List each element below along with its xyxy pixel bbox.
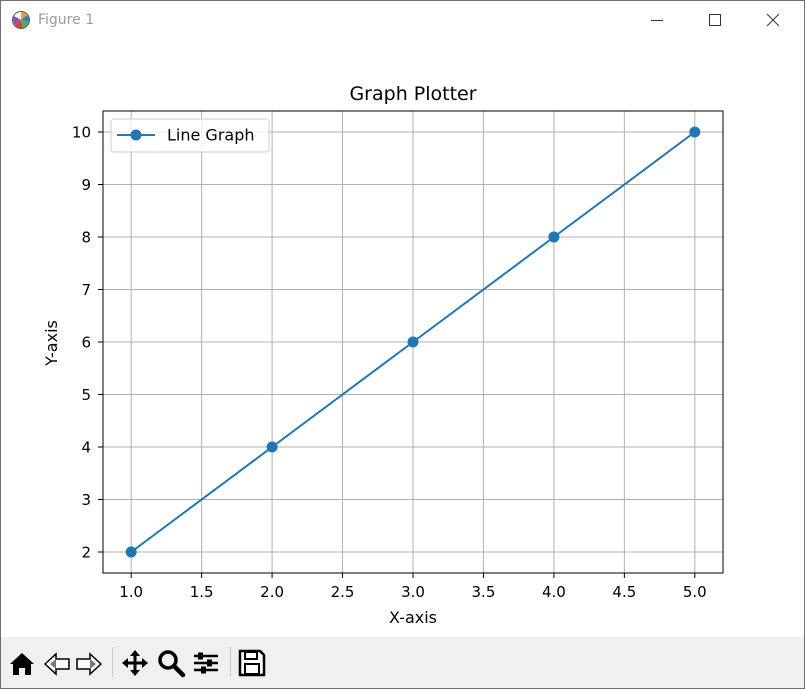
window-title: Figure 1	[38, 12, 95, 28]
legend-marker	[130, 129, 142, 141]
matplotlib-icon	[12, 11, 30, 29]
x-tick-label: 5.0	[683, 583, 707, 601]
pan-icon	[122, 650, 148, 676]
legend-label: Line Graph	[167, 126, 255, 145]
x-tick-label: 3.5	[472, 583, 496, 601]
zoom-button[interactable]	[156, 648, 186, 678]
y-tick-label: 9	[81, 176, 91, 194]
close-button[interactable]	[744, 1, 802, 39]
line-chart: Graph Plotter 1.0 1.5 2.0 2.5 3.0 3.5 4.0 4.5 5.…	[42, 83, 724, 627]
y-tick-label: 8	[81, 229, 91, 247]
save-button[interactable]	[237, 648, 267, 678]
x-tick-label: 4.5	[612, 583, 636, 601]
home-icon	[10, 653, 34, 675]
forward-arrow-icon	[76, 652, 103, 676]
close-icon	[766, 13, 780, 27]
zoom-icon	[158, 650, 186, 678]
back-button[interactable]	[42, 648, 72, 678]
chart-title: Graph Plotter	[349, 83, 476, 105]
tick-labels: 1.0 1.5 2.0 2.5 3.0 3.5 4.0 4.5 5.0 2 3 4 5 6 7 8 9 10	[72, 124, 707, 602]
pan-button[interactable]	[120, 648, 150, 678]
y-tick-label: 4	[81, 439, 91, 457]
data-point	[407, 336, 419, 348]
data-point	[125, 546, 137, 558]
series-layer	[125, 126, 701, 558]
data-point	[689, 126, 701, 138]
maximize-icon	[709, 14, 721, 26]
y-tick-label: 5	[81, 386, 91, 404]
legend: Line Graph	[110, 118, 270, 153]
forward-button[interactable]	[74, 648, 104, 678]
y-tick-label: 3	[81, 491, 91, 509]
y-axis-label: Y-axis	[42, 320, 61, 367]
x-tick-label: 3.0	[401, 583, 425, 601]
configure-subplots-button[interactable]	[191, 648, 221, 678]
configure-subplots-icon	[194, 652, 218, 674]
toolbar-separator	[112, 647, 113, 677]
data-point	[548, 231, 560, 243]
x-tick-label: 4.0	[542, 583, 566, 601]
y-tick-label: 10	[72, 124, 91, 142]
toolbar-separator	[230, 647, 231, 677]
minimize-button[interactable]	[628, 1, 686, 39]
y-tick-label: 6	[81, 334, 91, 352]
save-icon	[238, 649, 266, 677]
home-button[interactable]	[7, 648, 37, 678]
x-axis-label: X-axis	[389, 608, 437, 627]
data-point	[266, 441, 278, 453]
y-tick-label: 2	[81, 544, 91, 562]
title-bar[interactable]: Figure 1	[1, 1, 804, 39]
x-tick-label: 2.0	[260, 583, 284, 601]
back-arrow-icon	[43, 652, 70, 676]
grid	[103, 111, 723, 573]
x-tick-label: 1.5	[190, 583, 214, 601]
legend-box	[110, 118, 270, 153]
x-tick-label: 2.5	[331, 583, 355, 601]
minimize-icon	[651, 20, 663, 21]
maximize-button[interactable]	[686, 1, 744, 39]
x-tick-label: 1.0	[119, 583, 143, 601]
navigation-toolbar	[1, 637, 804, 688]
figure-canvas[interactable]: Graph Plotter 1.0 1.5 2.0 2.5 3.0 3.5 4.0 4.5 5.…	[1, 39, 804, 637]
y-tick-label: 7	[81, 281, 91, 299]
